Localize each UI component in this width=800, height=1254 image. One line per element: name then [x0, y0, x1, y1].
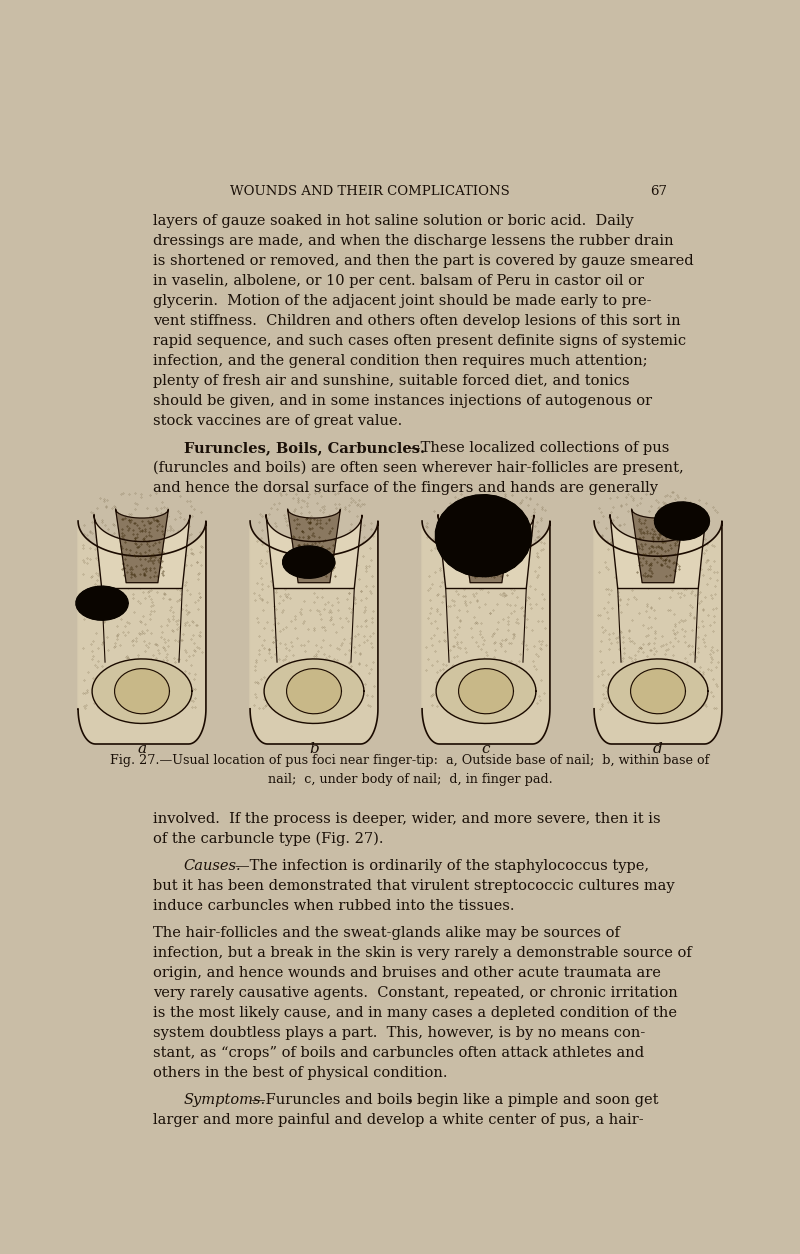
- Text: Fig. 27.—Usual location of pus foci near finger-tip:  a, Outside base of nail;  : Fig. 27.—Usual location of pus foci near…: [110, 754, 710, 767]
- Polygon shape: [632, 509, 684, 583]
- Polygon shape: [654, 502, 710, 540]
- Text: glycerin.  Motion of the adjacent joint should be made early to pre-: glycerin. Motion of the adjacent joint s…: [153, 295, 651, 308]
- Text: origin, and hence wounds and bruises and other acute traumata are: origin, and hence wounds and bruises and…: [153, 966, 661, 979]
- Text: a: a: [138, 741, 146, 756]
- Text: is the most likely cause, and in many cases a depleted condition of the: is the most likely cause, and in many ca…: [153, 1006, 677, 1020]
- Text: Furuncles, Boils, Carbuncles.: Furuncles, Boils, Carbuncles.: [184, 441, 425, 455]
- Text: induce carbuncles when rubbed into the tissues.: induce carbuncles when rubbed into the t…: [153, 899, 514, 913]
- Polygon shape: [282, 545, 335, 578]
- Polygon shape: [116, 509, 168, 583]
- Text: system doubtless plays a part.  This, however, is by no means con-: system doubtless plays a part. This, how…: [153, 1026, 645, 1040]
- Text: in vaselin, albolene, or 10 per cent. balsam of Peru in castor oil or: in vaselin, albolene, or 10 per cent. ba…: [153, 275, 644, 288]
- Text: •: •: [406, 1096, 414, 1106]
- Polygon shape: [78, 520, 206, 744]
- Polygon shape: [288, 509, 340, 583]
- Text: (furuncles and boils) are often seen wherever hair-follicles are present,: (furuncles and boils) are often seen whe…: [153, 461, 683, 475]
- Polygon shape: [114, 668, 170, 714]
- Text: and hence the dorsal surface of the fingers and hands are generally: and hence the dorsal surface of the fing…: [153, 482, 658, 495]
- Polygon shape: [458, 668, 514, 714]
- Text: layers of gauze soaked in hot saline solution or boric acid.  Daily: layers of gauze soaked in hot saline sol…: [153, 214, 634, 228]
- Text: —Furuncles and boils begin like a pimple and soon get: —Furuncles and boils begin like a pimple…: [250, 1092, 658, 1107]
- Polygon shape: [438, 515, 534, 588]
- Polygon shape: [610, 515, 706, 588]
- Text: larger and more painful and develop a white center of pus, a hair-: larger and more painful and develop a wh…: [153, 1112, 643, 1126]
- Text: c: c: [482, 741, 490, 756]
- Polygon shape: [630, 668, 686, 714]
- Polygon shape: [264, 658, 364, 724]
- Polygon shape: [435, 494, 531, 577]
- Text: infection, but a break in the skin is very rarely a demonstrable source of: infection, but a break in the skin is ve…: [153, 946, 691, 959]
- Polygon shape: [460, 509, 512, 583]
- Text: Causes.: Causes.: [184, 859, 242, 873]
- Text: very rarely causative agents.  Constant, repeated, or chronic irritation: very rarely causative agents. Constant, …: [153, 986, 678, 999]
- Polygon shape: [266, 515, 362, 588]
- Text: of the carbuncle type (Fig. 27).: of the carbuncle type (Fig. 27).: [153, 831, 383, 846]
- Text: rapid sequence, and such cases often present definite signs of systemic: rapid sequence, and such cases often pre…: [153, 334, 686, 349]
- Polygon shape: [94, 515, 190, 588]
- Text: d: d: [653, 741, 663, 756]
- Polygon shape: [250, 520, 378, 744]
- Text: others in the best of physical condition.: others in the best of physical condition…: [153, 1066, 447, 1080]
- Text: infection, and the general condition then requires much attention;: infection, and the general condition the…: [153, 354, 647, 369]
- Text: —These localized collections of pus: —These localized collections of pus: [406, 441, 669, 455]
- Text: involved.  If the process is deeper, wider, and more severe, then it is: involved. If the process is deeper, wide…: [153, 811, 660, 826]
- Text: The hair-follicles and the sweat-glands alike may be sources of: The hair-follicles and the sweat-glands …: [153, 925, 619, 939]
- Text: Symptoms.: Symptoms.: [184, 1092, 266, 1107]
- Polygon shape: [76, 586, 128, 621]
- Text: but it has been demonstrated that virulent streptococcic cultures may: but it has been demonstrated that virule…: [153, 879, 674, 893]
- Polygon shape: [92, 658, 192, 724]
- Text: stock vaccines are of great value.: stock vaccines are of great value.: [153, 414, 402, 428]
- Text: plenty of fresh air and sunshine, suitable forced diet, and tonics: plenty of fresh air and sunshine, suitab…: [153, 374, 630, 387]
- Text: WOUNDS AND THEIR COMPLICATIONS: WOUNDS AND THEIR COMPLICATIONS: [230, 186, 510, 198]
- Text: should be given, and in some instances injections of autogenous or: should be given, and in some instances i…: [153, 394, 652, 408]
- Text: b: b: [309, 741, 319, 756]
- Text: dressings are made, and when the discharge lessens the rubber drain: dressings are made, and when the dischar…: [153, 234, 674, 248]
- Polygon shape: [594, 520, 722, 744]
- Polygon shape: [286, 668, 342, 714]
- Text: vent stiffness.  Children and others often develop lesions of this sort in: vent stiffness. Children and others ofte…: [153, 315, 680, 329]
- Polygon shape: [422, 520, 550, 744]
- Polygon shape: [608, 658, 708, 724]
- Text: is shortened or removed, and then the part is covered by gauze smeared: is shortened or removed, and then the pa…: [153, 255, 694, 268]
- Text: stant, as “crops” of boils and carbuncles often attack athletes and: stant, as “crops” of boils and carbuncle…: [153, 1046, 644, 1060]
- Text: —The infection is ordinarily of the staphylococcus type,: —The infection is ordinarily of the stap…: [234, 859, 649, 873]
- Text: nail;  c, under body of nail;  d, in finger pad.: nail; c, under body of nail; d, in finge…: [268, 774, 552, 786]
- Text: 67: 67: [650, 186, 667, 198]
- Polygon shape: [436, 658, 536, 724]
